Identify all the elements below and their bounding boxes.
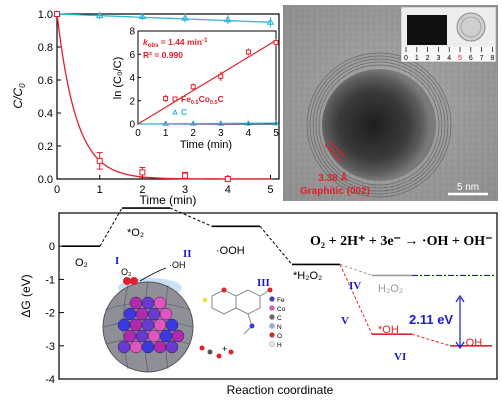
kinetics-y-label-sub: 0 bbox=[18, 83, 27, 88]
inset-series bbox=[137, 39, 280, 126]
inset-r2-annotation: R² = 0.990 bbox=[143, 50, 183, 60]
fe-series-point bbox=[54, 11, 60, 17]
c-series-point bbox=[138, 12, 147, 19]
kinetics-y-label-main: C/C bbox=[11, 88, 25, 109]
inset-y-tick-label: 6 bbox=[129, 50, 135, 61]
kinetics-y-ticks: 0.0 0.2 0.4 0.6 0.8 1.0 bbox=[38, 9, 61, 186]
inset-legend-fe-text: Fe bbox=[181, 94, 191, 104]
coin-inner-ring bbox=[460, 16, 482, 38]
graphitic-shell-fringes bbox=[306, 52, 452, 198]
inset-legend-fe-marker bbox=[172, 96, 178, 102]
inset-fe-point bbox=[190, 84, 196, 90]
inset-c-point bbox=[217, 120, 225, 126]
inset-k-symbol: k bbox=[143, 37, 149, 47]
ruler-number: 5 bbox=[458, 55, 462, 62]
inset-y-tick-label: 8 bbox=[129, 27, 135, 38]
inset-legend-fe-sub: 0.5 bbox=[191, 100, 199, 106]
inset-x-label: Time (min) bbox=[180, 139, 232, 151]
inset-frame bbox=[137, 30, 277, 125]
c-series-point bbox=[95, 11, 104, 19]
inset-c-point bbox=[272, 119, 280, 126]
inset-y-tick-label: 0 bbox=[129, 120, 135, 131]
kinetics-y-tick-label: 0.4 bbox=[38, 108, 53, 120]
kinetics-y-label: C/C0 bbox=[11, 83, 27, 109]
inset-legend-c: C bbox=[181, 107, 187, 117]
fe-series-point bbox=[224, 176, 231, 182]
inset-y-ticks: 0 2 4 6 8 bbox=[129, 27, 141, 131]
fe-series-point bbox=[139, 169, 146, 176]
kinetics-x-label: Time (min) bbox=[140, 193, 197, 207]
kinetics-y-tick-label: 0.2 bbox=[38, 141, 53, 153]
ruler-number: 8 bbox=[490, 55, 494, 62]
inset-legend-c-marker bbox=[172, 108, 178, 115]
inset-c-point bbox=[162, 120, 170, 126]
inset-y-tick-label: 2 bbox=[129, 96, 135, 107]
c-series-fit-line bbox=[56, 13, 271, 23]
ruler-number: 0 bbox=[404, 55, 408, 62]
kinetics-x-tick-label: 0 bbox=[54, 184, 60, 196]
inset-k-value: = 1.44 min bbox=[158, 37, 202, 47]
kinetics-x-tick-label: 4 bbox=[225, 184, 231, 196]
inset-legend-co-sub: 0.5 bbox=[210, 100, 218, 106]
kinetics-y-tick-label: 0.8 bbox=[38, 42, 53, 54]
fe-series-point bbox=[96, 157, 103, 164]
kinetics-y-tick-label: 0.6 bbox=[38, 75, 53, 87]
ruler-number: 4 bbox=[447, 55, 451, 62]
inset-legend-c-letter: C bbox=[218, 94, 224, 104]
kinetics-y-tick-label: 0.0 bbox=[38, 174, 53, 186]
inset-fe-point bbox=[273, 40, 279, 46]
inset-c-point bbox=[244, 120, 252, 126]
inset-chart: 0 2 4 6 8 0 1 2 3 4 5 Time (min) ln (C₀/C) kobs =… bbox=[112, 27, 280, 151]
inset-legend-fe: Fe0.5Co0.5C bbox=[181, 94, 224, 106]
nanoparticle-core bbox=[322, 69, 436, 181]
inset-k-annotation: kobs = 1.44 min-1 bbox=[143, 37, 208, 49]
c-series-point bbox=[266, 18, 275, 25]
inset-c-fit-line bbox=[137, 122, 277, 125]
inset-k-subscript: obs bbox=[148, 43, 159, 49]
sample-pellet bbox=[407, 15, 447, 45]
c-series-point bbox=[181, 14, 189, 21]
inset-k-superscript: -1 bbox=[202, 38, 208, 44]
ruler-number: 6 bbox=[469, 55, 473, 62]
inset-fe-fit-line bbox=[137, 39, 277, 125]
kinetics-y-tick-label: 1.0 bbox=[38, 9, 53, 21]
kinetics-series bbox=[53, 10, 275, 182]
inset-c-point bbox=[189, 120, 197, 126]
inset-fe-point bbox=[163, 95, 169, 101]
ruler-number: 2 bbox=[426, 55, 430, 62]
kinetics-x-tick-label: 3 bbox=[182, 184, 188, 196]
inset-x-tick-label: 5 bbox=[273, 128, 279, 139]
ruler-number: 1 bbox=[415, 55, 419, 62]
inset-fe-point bbox=[218, 73, 224, 79]
inset-fe-point bbox=[245, 49, 251, 55]
ruler-number: 3 bbox=[436, 55, 440, 62]
ruler bbox=[402, 47, 495, 61]
fe-series-fit-line bbox=[56, 13, 273, 180]
inset-y-tick-label: 4 bbox=[129, 73, 135, 84]
inset-x-tick-label: 3 bbox=[218, 128, 224, 139]
inset-y-label: ln (C₀/C) bbox=[112, 57, 124, 99]
lattice-fringe-marker bbox=[324, 140, 346, 162]
ruler-number: 7 bbox=[480, 55, 484, 62]
inset-legend-co-text: Co bbox=[199, 94, 210, 104]
kinetics-x-tick-label: 1 bbox=[97, 184, 103, 196]
inset-x-tick-label: 4 bbox=[246, 128, 252, 139]
c-series-point bbox=[223, 15, 232, 23]
kinetics-x-tick-label: 5 bbox=[267, 184, 273, 196]
inset-x-tick-label: 2 bbox=[190, 128, 196, 139]
inset-x-tick-label: 0 bbox=[135, 128, 141, 139]
kinetics-x-tick-label: 2 bbox=[139, 184, 145, 196]
fe-series-point bbox=[182, 172, 189, 179]
inset-x-tick-label: 1 bbox=[163, 128, 169, 139]
